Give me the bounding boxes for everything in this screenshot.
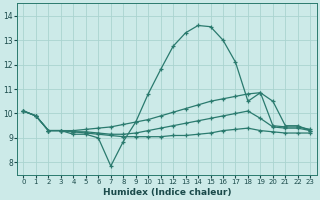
- X-axis label: Humidex (Indice chaleur): Humidex (Indice chaleur): [103, 188, 231, 197]
